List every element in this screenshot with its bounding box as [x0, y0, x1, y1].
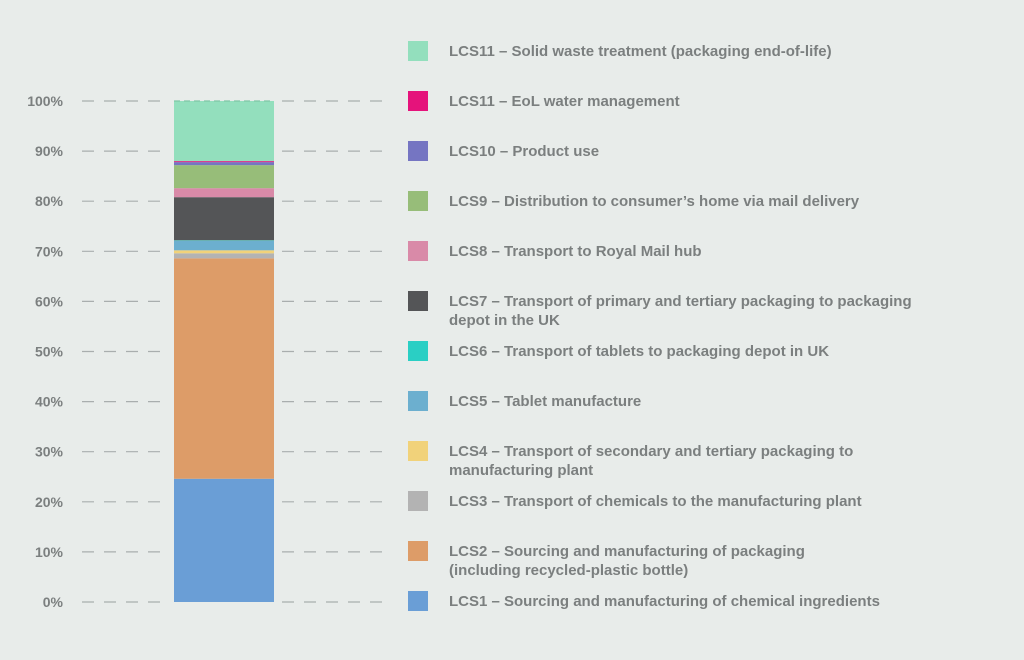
legend-label: LCS11 – Solid waste treatment (packaging… — [449, 43, 832, 60]
y-tick-label: 30% — [35, 444, 64, 460]
bar-segment — [174, 162, 274, 166]
legend-swatch — [408, 91, 428, 111]
y-tick-label: 40% — [35, 394, 64, 410]
legend-label: (including recycled-plastic bottle) — [449, 562, 688, 579]
legend-swatch — [408, 441, 428, 461]
legend: LCS11 – Solid waste treatment (packaging… — [408, 41, 912, 611]
stacked-bar — [174, 100, 274, 602]
bar-segment — [174, 253, 274, 259]
bar-segment — [174, 250, 274, 254]
y-tick-label: 50% — [35, 344, 64, 360]
bar-segment — [174, 197, 274, 241]
y-tick-label: 60% — [35, 293, 64, 309]
bar-segment — [174, 101, 274, 162]
legend-label: LCS5 – Tablet manufacture — [449, 393, 641, 410]
y-tick-label: 20% — [35, 494, 64, 510]
bar-segment — [174, 161, 274, 163]
y-tick-label: 80% — [35, 193, 64, 209]
legend-swatch — [408, 41, 428, 61]
legend-swatch — [408, 141, 428, 161]
bar-segment — [174, 258, 274, 479]
bar-segment — [174, 240, 274, 241]
legend-label: LCS9 – Distribution to consumer’s home v… — [449, 193, 860, 210]
bar-segment — [174, 188, 274, 198]
legend-label: LCS2 – Sourcing and manufacturing of pac… — [449, 543, 805, 560]
bar-segment — [174, 240, 274, 251]
y-tick-label: 90% — [35, 143, 64, 159]
legend-label: LCS4 – Transport of secondary and tertia… — [449, 443, 853, 460]
legend-label: LCS1 – Sourcing and manufacturing of che… — [449, 593, 880, 610]
grid-lines — [82, 100, 390, 603]
legend-swatch — [408, 191, 428, 211]
bar-segment — [174, 478, 274, 602]
legend-swatch — [408, 391, 428, 411]
legend-swatch — [408, 591, 428, 611]
legend-label: manufacturing plant — [449, 462, 593, 479]
legend-swatch — [408, 491, 428, 511]
legend-swatch — [408, 291, 428, 311]
y-tick-label: 70% — [35, 243, 64, 259]
legend-swatch — [408, 541, 428, 561]
legend-label: LCS10 – Product use — [449, 143, 599, 160]
legend-label: LCS7 – Transport of primary and tertiary… — [449, 293, 912, 310]
y-tick-label: 10% — [35, 544, 64, 560]
legend-label: LCS8 – Transport to Royal Mail hub — [449, 243, 702, 260]
y-tick-label: 100% — [27, 93, 63, 109]
bar-segment — [174, 165, 274, 189]
y-axis-ticks: 0% 10% 20% 30% 40% 50% 60% 70% 80% 90% 100% — [27, 93, 63, 610]
y-tick-label: 0% — [43, 594, 64, 610]
legend-swatch — [408, 241, 428, 261]
legend-label: LCS6 – Transport of tablets to packaging… — [449, 343, 829, 360]
legend-label: LCS11 – EoL water management — [449, 93, 680, 110]
legend-label: depot in the UK — [449, 312, 560, 329]
legend-label: LCS3 – Transport of chemicals to the man… — [449, 493, 862, 510]
legend-swatch — [408, 341, 428, 361]
